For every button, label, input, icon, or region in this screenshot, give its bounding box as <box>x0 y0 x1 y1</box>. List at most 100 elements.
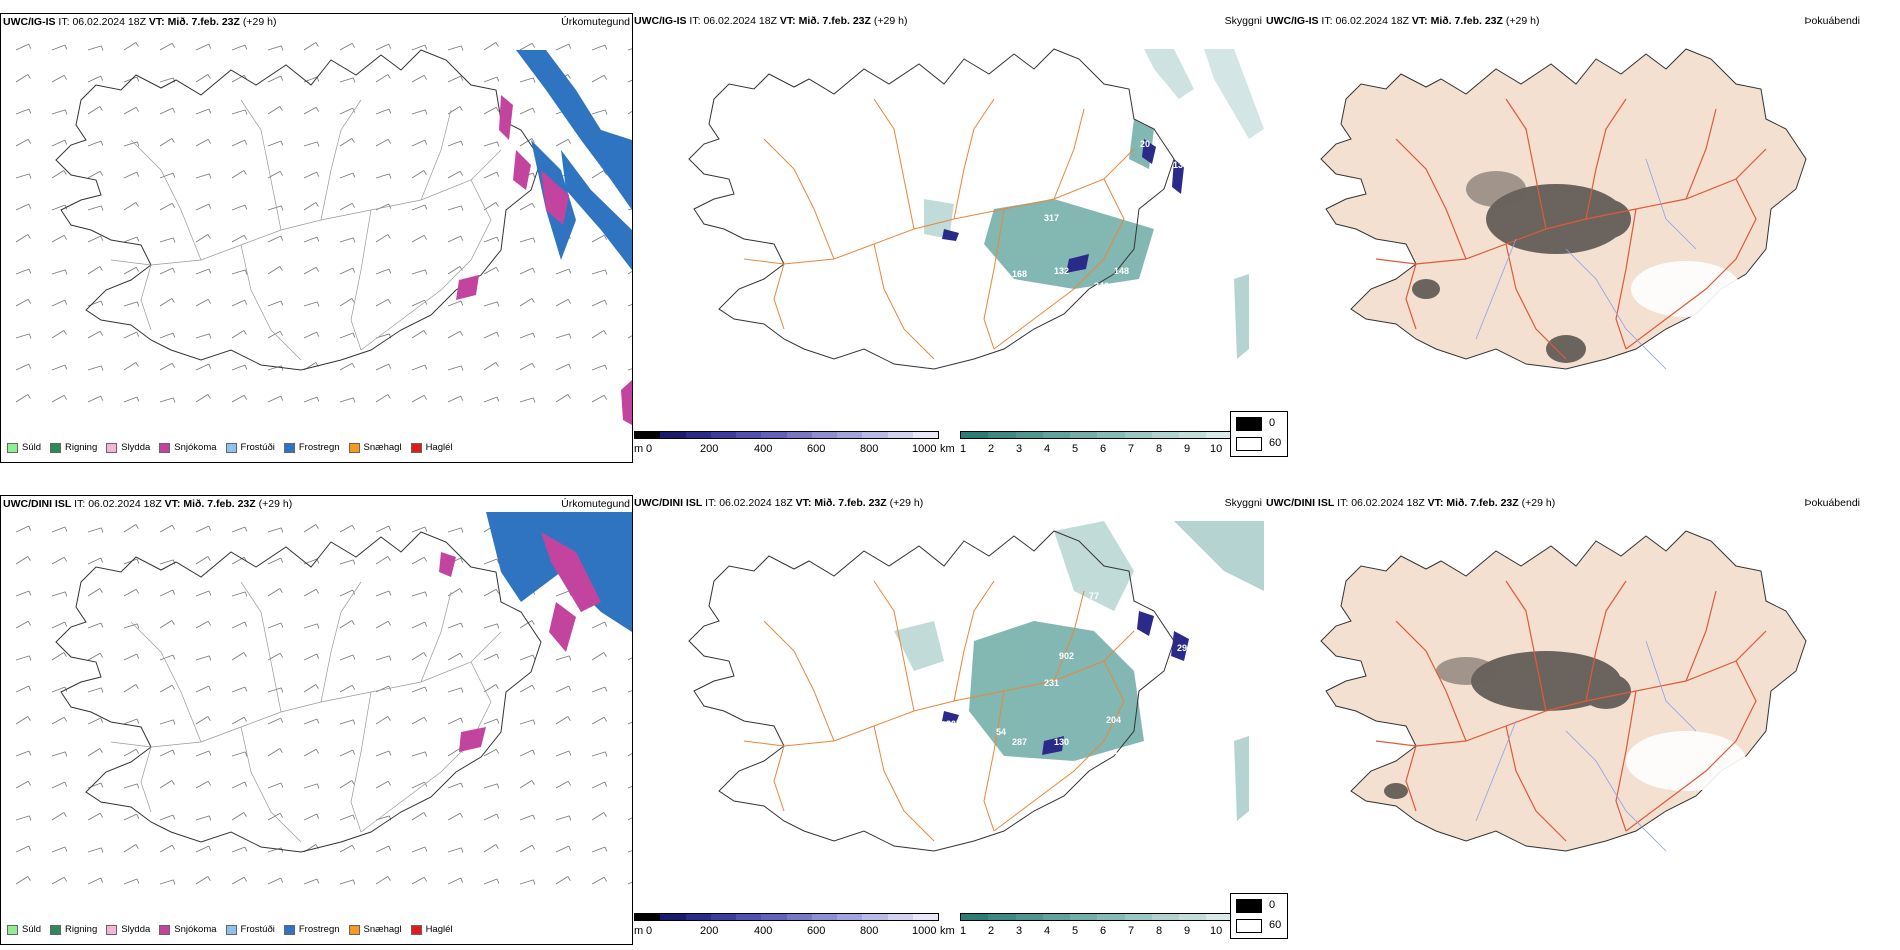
wind-barb <box>339 362 355 371</box>
wind-barb <box>231 204 248 211</box>
wind-barb <box>519 780 535 789</box>
panel-title: Þokuábendi <box>1804 497 1860 509</box>
colorbar-segment <box>1097 432 1125 438</box>
wind-barb <box>303 588 319 597</box>
wind-barb <box>555 876 571 885</box>
colorbar-segment <box>736 914 762 920</box>
wind-barb <box>555 394 571 403</box>
wind-barb <box>159 749 176 757</box>
wind-barb <box>231 591 248 597</box>
swatch <box>225 442 237 453</box>
wind-barb <box>303 171 320 179</box>
wind-barb <box>627 850 632 853</box>
wind-barb <box>51 591 68 597</box>
value-label: 168 <box>1012 269 1027 279</box>
colorbar-segment <box>961 914 989 920</box>
wind-barb <box>51 781 68 789</box>
wind-barb <box>15 234 31 243</box>
wind-barb <box>519 298 535 307</box>
wind-barb <box>267 395 284 403</box>
wind-barb <box>87 622 104 629</box>
legend-label: Snæhagl <box>363 924 402 935</box>
wind-barb <box>627 690 632 693</box>
wind-barb <box>591 781 608 789</box>
wind-barb <box>591 109 608 115</box>
wind-barb <box>231 330 247 339</box>
wind-barb <box>15 333 32 339</box>
wind-barb <box>447 877 464 885</box>
precip-legend: Súld Rigning Slydda Snjókoma Frostúði Fr… <box>7 442 453 453</box>
wind-barb <box>15 845 32 853</box>
wind-barb <box>51 44 68 51</box>
wind-barb <box>591 394 607 403</box>
fog-light-areas <box>1626 731 1746 791</box>
scale-tick: 6 <box>1100 443 1107 455</box>
wind-barb <box>159 362 175 371</box>
wind-barb <box>447 365 464 371</box>
wind-barb <box>15 876 31 885</box>
value-label: 130 <box>1054 737 1069 747</box>
wind-barb <box>555 298 571 307</box>
panel-title: Skyggni <box>1224 497 1262 509</box>
cloud-unit: m <box>634 925 644 937</box>
legend-label: Snæhagl <box>363 442 402 453</box>
wind-barb <box>519 719 536 725</box>
vis-unit: km <box>940 925 955 937</box>
wind-barb <box>87 106 103 115</box>
fog-areas <box>1412 171 1631 363</box>
value-label: 163 <box>1114 751 1129 761</box>
wind-barb <box>123 844 139 853</box>
wind-barb <box>627 110 632 115</box>
swatch <box>159 924 171 935</box>
wind-barb <box>627 786 632 789</box>
swatch <box>106 442 118 453</box>
swatch <box>283 924 295 935</box>
wind-barb <box>303 202 319 211</box>
cloud-unit: m <box>634 443 644 455</box>
wind-barb <box>555 685 572 693</box>
value-label: 207 <box>946 719 961 729</box>
wind-barb <box>267 622 284 629</box>
wind-barb <box>411 812 427 821</box>
wind-barb <box>411 44 428 51</box>
wind-barb <box>231 716 247 725</box>
colorbar-segment <box>1015 432 1043 438</box>
wind-barb <box>555 780 571 789</box>
wind-barb <box>267 687 284 693</box>
wind-barb <box>483 76 500 83</box>
colorbar-segment <box>1124 914 1152 920</box>
wind-barb <box>375 716 391 725</box>
wind-barb <box>303 524 319 533</box>
wind-barb <box>15 716 31 725</box>
wind-barb <box>339 684 355 693</box>
wind-barb <box>519 879 536 885</box>
wind-barb <box>519 77 536 83</box>
wind-barb <box>231 269 248 275</box>
wind-barb <box>519 107 536 115</box>
wind-barb <box>51 269 68 275</box>
colorbar-segment <box>660 914 686 920</box>
colorbar-segment <box>1179 914 1207 920</box>
colorbar-segment <box>1124 432 1152 438</box>
colorbar-segment <box>635 432 661 438</box>
it-value: 06.02.2024 18Z <box>1335 15 1409 27</box>
wind-barb <box>375 750 392 757</box>
wind-barb <box>267 365 284 371</box>
wind-barb <box>87 140 104 147</box>
wind-barb <box>123 42 139 51</box>
wind-barb <box>447 140 464 147</box>
wind-barb <box>267 557 284 565</box>
scale-tick: 1 <box>960 443 967 455</box>
wind-barb <box>51 652 67 661</box>
wind-barb <box>159 397 176 403</box>
it-value: 06.02.2024 18Z <box>72 16 146 28</box>
wind-barb <box>231 876 247 885</box>
wind-barb <box>231 299 248 307</box>
wind-barb <box>591 170 607 179</box>
scale-tick: 0 <box>646 443 653 455</box>
wind-barb <box>519 362 535 371</box>
wind-barb <box>483 362 499 371</box>
fog-light-areas <box>1631 261 1741 317</box>
wind-barb <box>375 655 392 661</box>
wind-barb <box>195 333 212 339</box>
